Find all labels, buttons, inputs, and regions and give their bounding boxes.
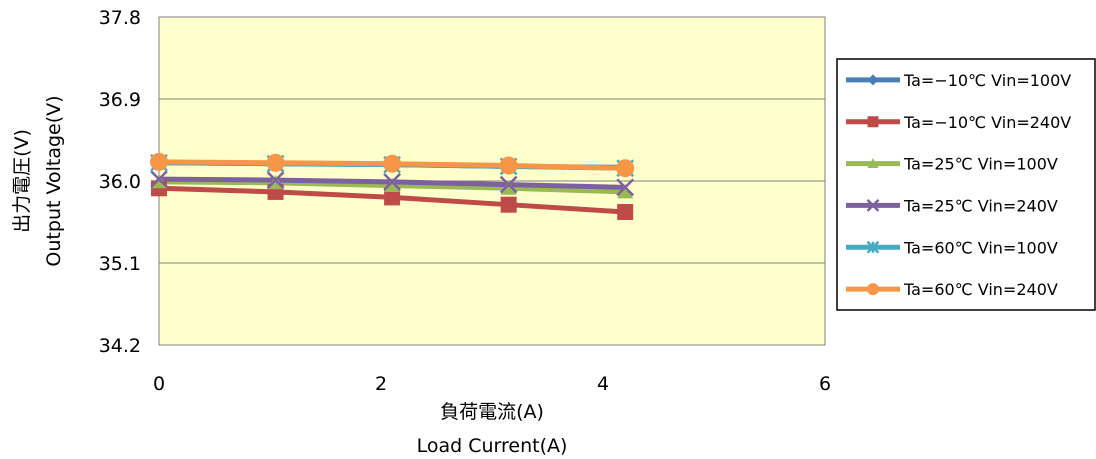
legend-marker-4 — [866, 199, 880, 212]
data-point-3-4 — [500, 180, 517, 195]
data-point-6-2 — [266, 153, 285, 172]
legend-label-1: Ta=−10℃ Vin=100V — [903, 71, 1071, 90]
data-point-2-3 — [384, 189, 401, 206]
y-tick-label: 37.8 — [99, 7, 141, 29]
legend-marker-5 — [866, 240, 880, 254]
legend-marker-2 — [867, 116, 879, 128]
data-point-6-3 — [383, 154, 402, 173]
data-point-4-3 — [383, 173, 401, 191]
legend-box — [836, 58, 1096, 311]
x-tick-label: 0 — [153, 373, 165, 395]
y-axis-title-ja: 出力電圧(V) — [11, 129, 33, 233]
data-point-3-3 — [384, 177, 401, 192]
data-point-6-1 — [150, 152, 168, 171]
y-tick-label: 35.1 — [99, 253, 141, 275]
data-point-2-5 — [617, 203, 634, 220]
y-axis-title-en: Output Voltage(V) — [43, 95, 65, 266]
y-tick-label: 36.9 — [99, 89, 141, 111]
x-tick-label: 2 — [375, 373, 387, 395]
y-tick-label: 36.0 — [99, 171, 141, 193]
legend-label-4: Ta=25℃ Vin=240V — [903, 196, 1058, 215]
x-axis-title-ja: 負荷電流(A) — [440, 401, 544, 423]
legend-label-6: Ta=60℃ Vin=240V — [903, 280, 1058, 299]
data-point-4-1 — [150, 170, 168, 189]
data-point-4-4 — [499, 175, 518, 194]
legend: Ta=−10℃ Vin=100V Ta=−10℃ Vin=240V Ta=25℃ V… — [836, 58, 1096, 311]
data-point-6-5 — [616, 159, 635, 178]
legend-label-5: Ta=60℃ Vin=100V — [903, 238, 1058, 257]
x-tick-label: 4 — [597, 373, 609, 395]
x-tick-label: 6 — [819, 373, 831, 395]
data-point-3-5 — [617, 183, 634, 199]
legend-label-2: Ta=−10℃ Vin=240V — [903, 113, 1071, 132]
data-point-6-4 — [499, 156, 518, 175]
data-point-4-5 — [616, 178, 635, 197]
data-point-2-4 — [500, 196, 517, 213]
legend-marker-1 — [867, 74, 879, 86]
legend-marker-6 — [867, 283, 879, 296]
y-tick-label: 34.2 — [99, 335, 141, 357]
legend-label-3: Ta=25℃ Vin=100V — [903, 155, 1058, 174]
legend-marker-3 — [867, 158, 879, 168]
x-axis-title-en: Load Current(A) — [417, 435, 568, 457]
data-point-4-2 — [266, 171, 285, 189]
